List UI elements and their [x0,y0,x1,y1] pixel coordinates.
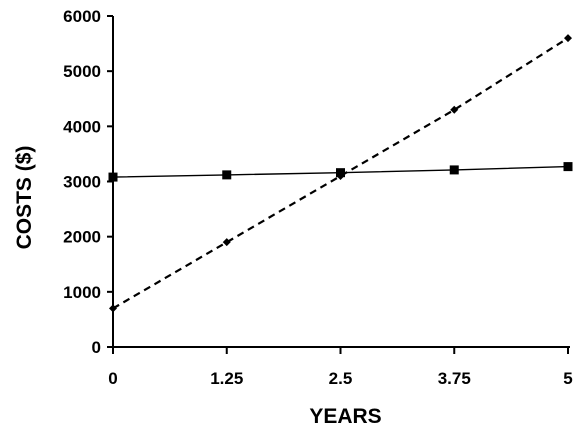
series-layer [108,34,573,313]
y-tick-label: 5000 [63,62,101,81]
y-axis-ticks: 0 1000 2000 3000 4000 5000 6000 [63,7,113,357]
diamond-marker [450,105,459,114]
x-tick-label: 5 [563,369,572,388]
series-2-line [112,37,569,310]
y-tick-label: 6000 [63,7,101,26]
diamond-marker [564,34,572,43]
axes [112,16,570,348]
y-tick-label: 1000 [63,283,101,302]
x-tick-label: 3.75 [438,369,471,388]
square-marker [108,172,118,182]
x-axis-title: YEARS [309,405,381,428]
x-tick-label: 1.25 [210,369,243,388]
y-axis-title: COSTS ($) [13,146,36,250]
diamond-marker [222,238,231,247]
y-tick-label: 3000 [63,173,101,192]
y-tick-label: 0 [92,338,101,357]
diamond-marker [109,304,117,313]
series-2 [109,34,572,313]
x-tick-label: 2.5 [329,369,353,388]
x-axis-ticks: 0 1.25 2.5 3.75 5 [108,347,573,388]
y-tick-label: 4000 [63,117,101,136]
square-marker [449,165,459,175]
square-marker [563,162,573,172]
diamond-marker [336,171,345,180]
y-tick-label: 2000 [63,228,101,247]
x-tick-label: 0 [108,369,117,388]
square-marker [222,170,232,180]
